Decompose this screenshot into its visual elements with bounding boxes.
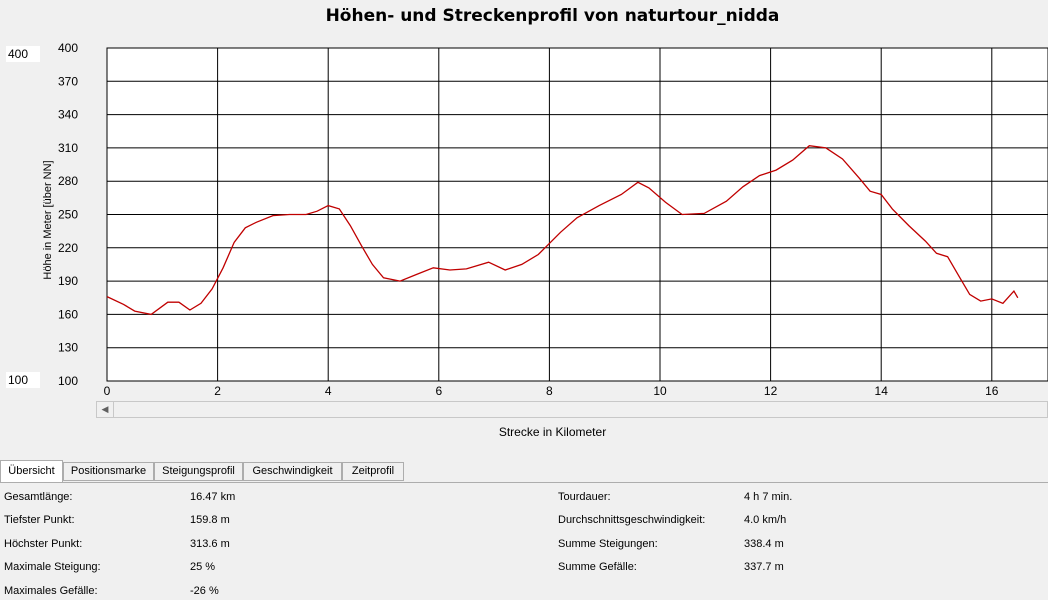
y-tick-label: 250 (58, 208, 78, 222)
tab-positionsmarke[interactable]: Positionsmarke (63, 462, 154, 481)
x-tick-label: 2 (214, 384, 221, 398)
y-tick-label: 190 (58, 274, 78, 288)
stat-value: 4 h 7 min. (744, 491, 793, 503)
elevation-line (106, 145, 1019, 316)
y-tick-label: 130 (58, 341, 78, 355)
stat-value: 4.0 km/h (744, 514, 787, 526)
horizontal-scrollbar[interactable]: ◀ (96, 401, 1048, 418)
stat-label: Tiefster Punkt: (4, 514, 75, 526)
scroll-left-arrow-icon[interactable]: ◀ (97, 402, 114, 417)
stat-label: Tourdauer: (558, 491, 611, 503)
tab-bar: Übersicht Positionsmarke Steigungsprofil… (0, 460, 1048, 483)
stat-value: 338.4 m (744, 538, 784, 550)
stat-label: Summe Gefälle: (558, 561, 637, 573)
y-tick-label: 340 (58, 108, 78, 122)
chart-title: Höhen- und Streckenprofil von naturtour_… (325, 6, 780, 26)
elevation-chart: 400 370 340 310 280 250 220 190 160 130 100 0 2 4 6 8 10… (58, 41, 1048, 398)
x-tick-label: 14 (875, 384, 889, 398)
y-tick-label: 280 (58, 174, 78, 188)
x-tick-label: 8 (546, 384, 553, 398)
y-tick-label: 160 (58, 307, 78, 321)
stat-value: 337.7 m (744, 561, 784, 573)
x-tick-label: 4 (325, 384, 332, 398)
stat-value: 159.8 m (190, 514, 230, 526)
stat-label: Höchster Punkt: (4, 538, 83, 550)
stat-label: Gesamtlänge: (4, 491, 73, 503)
y-tick-label: 310 (58, 141, 78, 155)
x-tick-label: 12 (764, 384, 778, 398)
tab-geschwindigkeit[interactable]: Geschwindigkeit (243, 462, 342, 481)
x-tick-label: 16 (985, 384, 999, 398)
stat-label: Durchschnittsgeschwindigkeit: (558, 514, 706, 526)
stat-value: 25 % (190, 561, 216, 573)
y-tick-label: 220 (58, 241, 78, 255)
stat-value: 313.6 m (190, 538, 230, 550)
x-tick-label: 10 (653, 384, 667, 398)
y-tick-label: 400 (58, 41, 78, 55)
tab-uebersicht[interactable]: Übersicht (0, 460, 63, 483)
stat-label: Maximale Steigung: (4, 561, 101, 573)
stat-value: -26 % (190, 585, 219, 597)
stat-label: Summe Steigungen: (558, 538, 658, 550)
x-tick-label: 6 (435, 384, 442, 398)
stat-value: 16.47 km (190, 491, 236, 503)
tab-steigungsprofil[interactable]: Steigungsprofil (154, 462, 243, 481)
y-tick-label: 370 (58, 74, 78, 88)
y-min-field[interactable]: 100 (6, 372, 40, 388)
x-axis-label: Strecke in Kilometer (498, 425, 607, 439)
y-tick-label: 100 (58, 374, 78, 388)
tab-divider (0, 482, 1048, 483)
tab-zeitprofil[interactable]: Zeitprofil (342, 462, 404, 481)
x-tick-label: 0 (104, 384, 111, 398)
y-max-field[interactable]: 400 (6, 46, 40, 62)
stat-label: Maximales Gefälle: (4, 585, 98, 597)
